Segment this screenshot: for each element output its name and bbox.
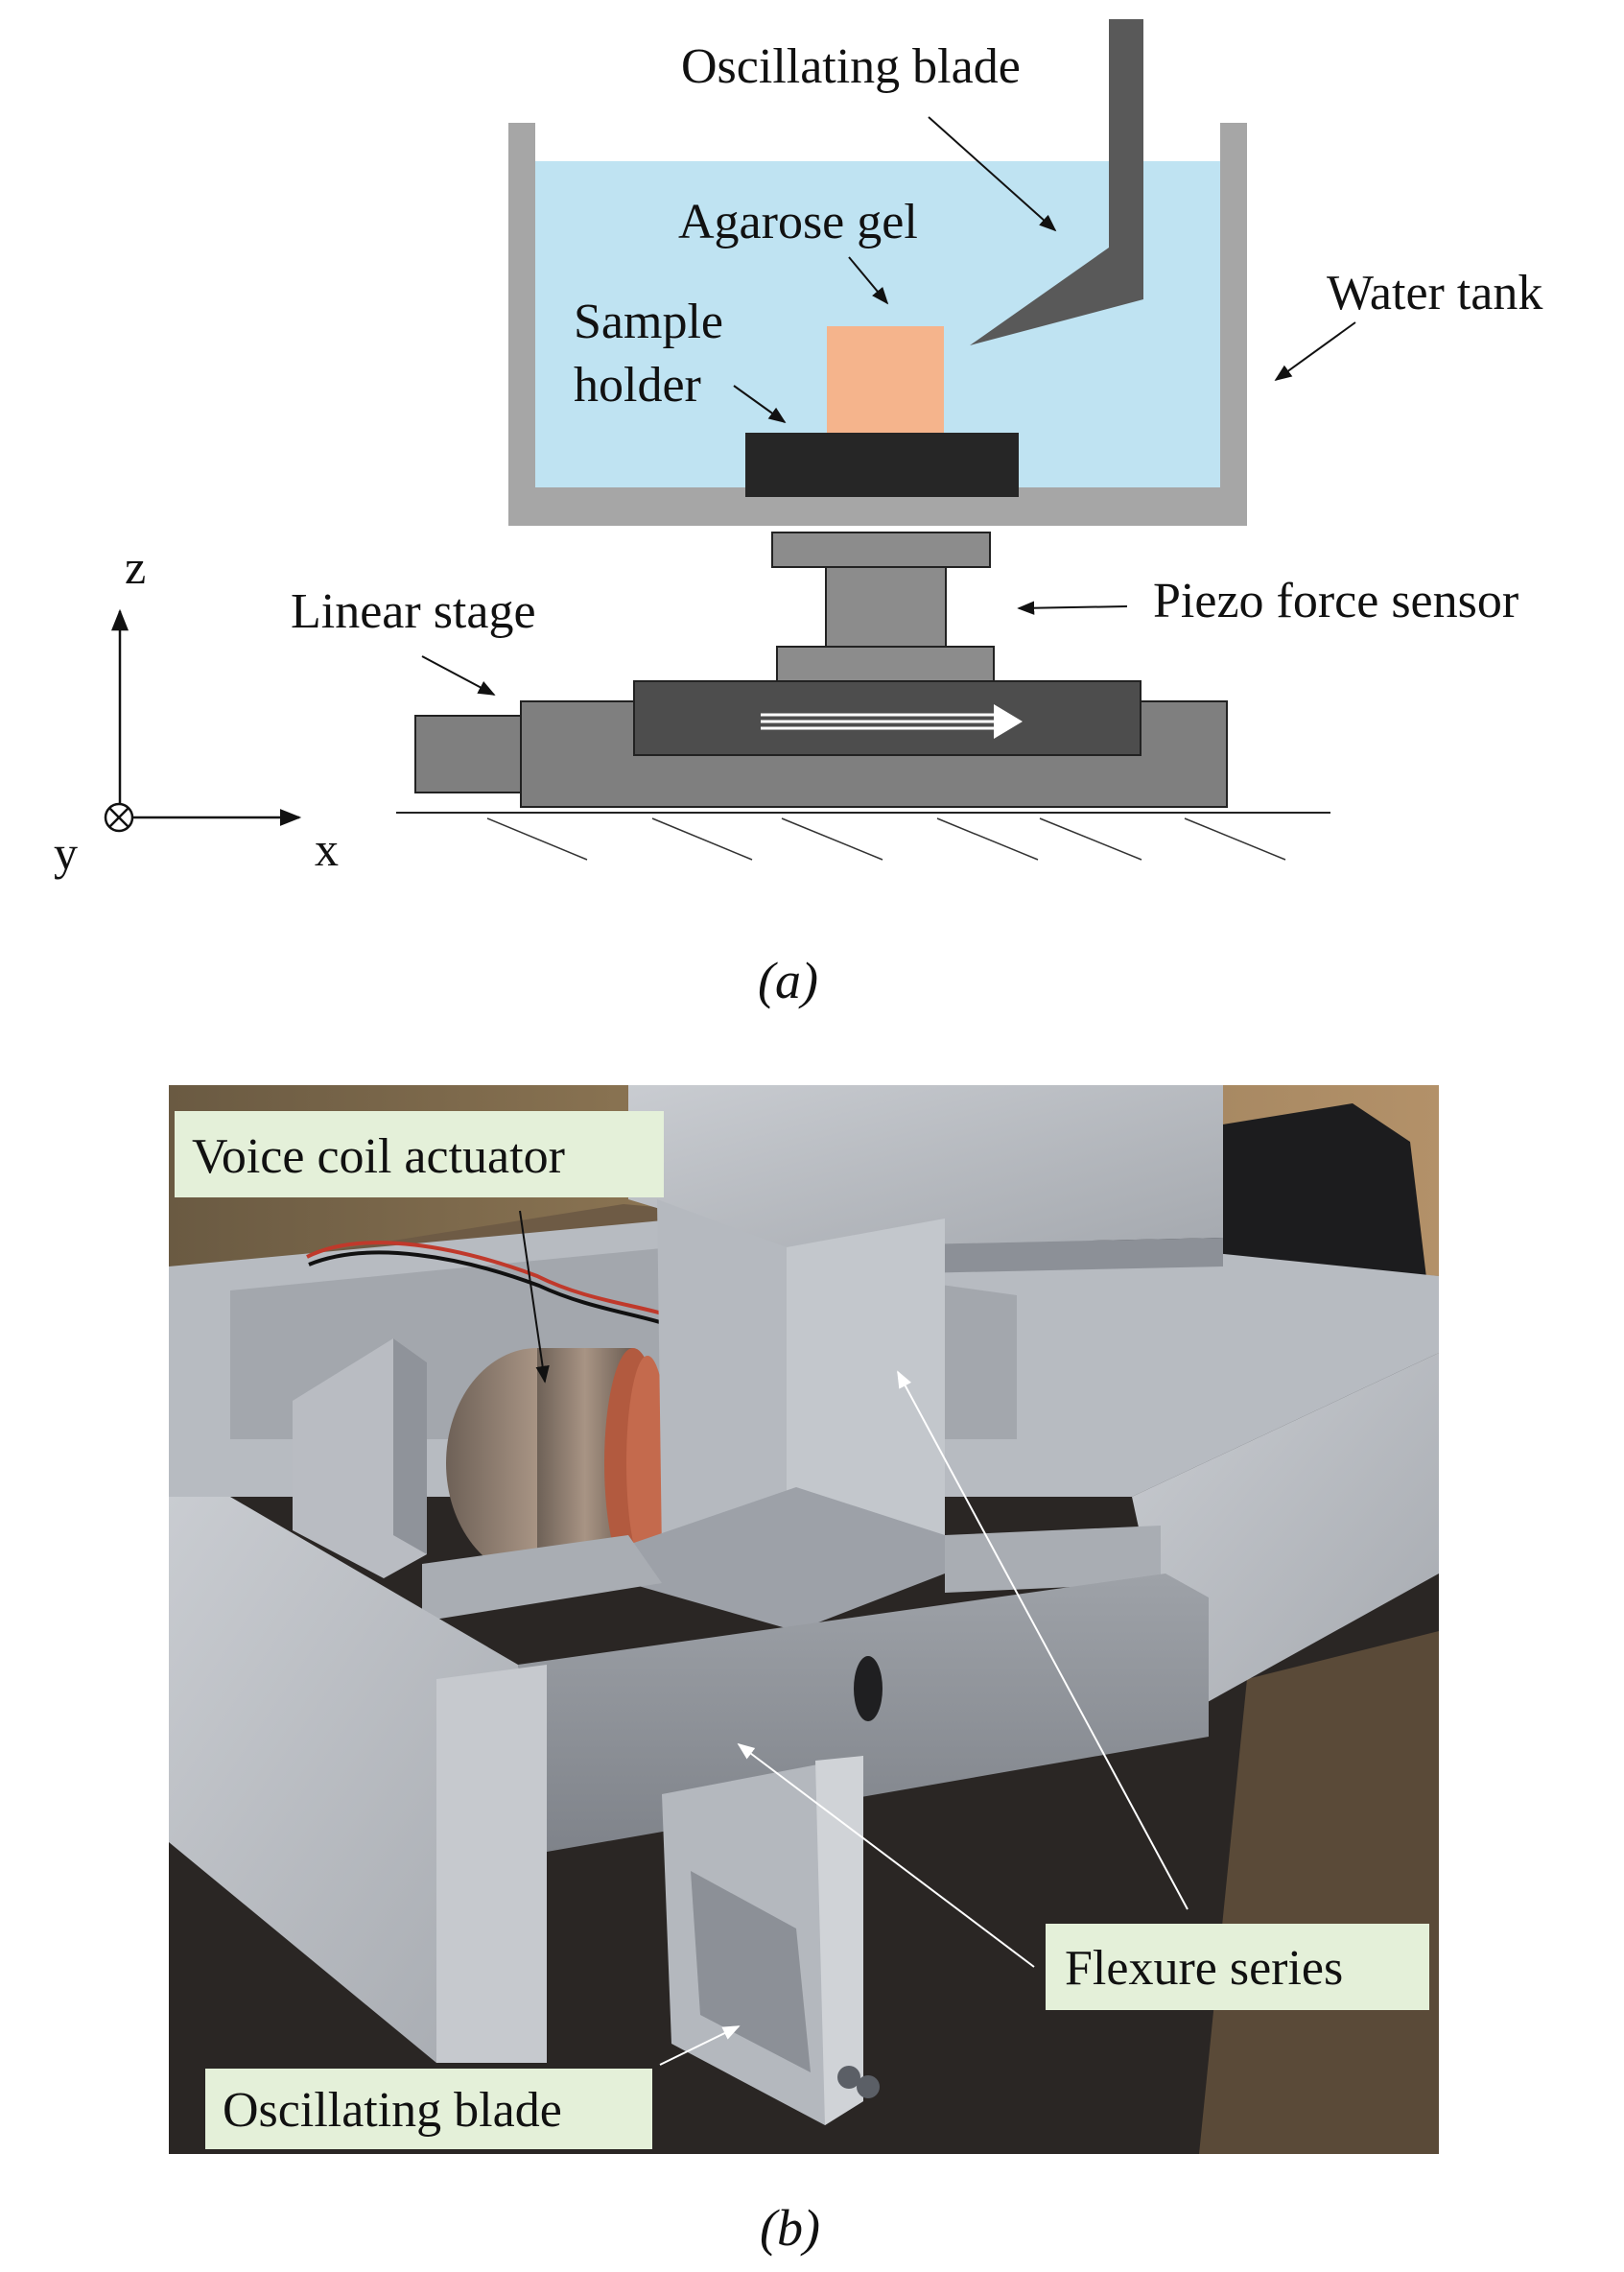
center-column-top [628,1085,1223,1247]
voice-coil-actuator [446,1348,669,1578]
label-box-voice-coil [175,1111,664,1197]
beam-slot [854,1656,883,1721]
leader-voice-coil [519,1210,550,1384]
leader-agarose-gel [848,256,889,305]
center-column [657,1199,787,1574]
axis-label-x: x [315,822,339,876]
label-piezo-force-sensor: Piezo force sensor [1153,574,1518,628]
ground-hatch [486,817,1286,861]
piezo-force-sensor [825,566,947,648]
leader-oscillating-blade-b [659,2025,741,2066]
leader-oscillating-blade [928,116,1057,232]
label-water-tank: Water tank [1327,266,1542,320]
label-flexure-series: Flexure series [1065,1941,1343,1996]
flexure-plate [628,1487,945,1631]
label-sample-holder-1: Sample [574,295,723,349]
label-agarose-gel: Agarose gel [678,195,918,249]
leader-piezo-force-sensor [1017,601,1128,615]
coordinate-axes: z x y [54,540,339,880]
leader-flexure-lower [737,1742,1035,1968]
stage-carriage [633,680,1142,756]
motion-arrow [761,704,1023,739]
label-oscillating-blade-a: Oscillating blade [681,39,1021,94]
agarose-gel [827,326,944,434]
schematic-a: Oscillating blade Agarose gel Sample hol… [54,19,1542,1009]
leader-flexure-upper [897,1370,1189,1910]
axis-label-z: z [125,540,146,594]
sensor-bottom-plate [776,646,995,682]
label-box-oscillating-blade [205,2069,652,2149]
photo-b-labels: Voice coil actuator Flexure series Oscil… [175,1111,1429,2149]
coil-wires [306,1241,692,1326]
stage-knob [414,715,522,793]
caption-a: (a) [758,952,818,1009]
photo-b [169,1085,1439,2154]
label-box-flexure-series [1046,1924,1429,2010]
oscillating-blade [970,19,1143,345]
label-voice-coil-actuator: Voice coil actuator [192,1129,565,1184]
leader-linear-stage [421,655,496,696]
label-oscillating-blade-b: Oscillating blade [223,2083,562,2138]
label-linear-stage: Linear stage [291,584,536,639]
label-sample-holder-2: holder [574,358,701,413]
leader-water-tank [1274,321,1356,382]
caption-b: (b) [760,2199,820,2257]
sensor-top-plate [771,532,991,568]
leader-sample-holder [733,385,787,424]
axis-label-y: y [54,826,78,880]
sample-holder [745,433,1019,497]
